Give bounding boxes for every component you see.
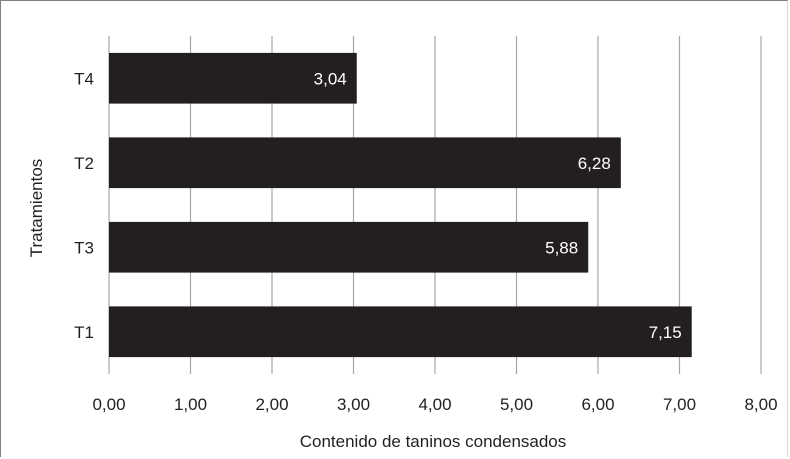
bar-t2 (109, 137, 621, 189)
bar-t3 (109, 221, 589, 273)
bar-value-label: 6,28 (578, 154, 611, 173)
x-tick-label: 8,00 (744, 395, 777, 414)
bar-value-labels: 3,04 6,28 5,88 7,15 (314, 69, 682, 342)
x-axis-title: Contenido de taninos condensados (300, 432, 567, 451)
bar-value-label: 5,88 (545, 238, 578, 257)
x-tick-label: 4,00 (418, 395, 451, 414)
category-label: T2 (74, 154, 94, 173)
bar-t1 (109, 306, 692, 358)
category-labels: T4 T2 T3 T1 (74, 69, 94, 342)
bar-t4 (109, 52, 357, 104)
x-tick-label: 5,00 (500, 395, 533, 414)
bar-value-label: 3,04 (314, 69, 347, 88)
x-tick-label: 2,00 (255, 395, 288, 414)
x-tick-label: 1,00 (174, 395, 207, 414)
category-label: T4 (74, 69, 94, 88)
x-tick-label: 7,00 (663, 395, 696, 414)
category-label: T1 (74, 323, 94, 342)
x-tick-label: 0,00 (92, 395, 125, 414)
bars (109, 52, 692, 358)
x-tick-label: 6,00 (581, 395, 614, 414)
bar-value-label: 7,15 (649, 323, 682, 342)
y-axis-title: Tratamientos (27, 159, 46, 258)
category-label: T3 (74, 238, 94, 257)
x-tick-label: 3,00 (337, 395, 370, 414)
x-tick-labels: 0,00 1,00 2,00 3,00 4,00 5,00 6,00 7,00 8,00 (92, 395, 777, 414)
